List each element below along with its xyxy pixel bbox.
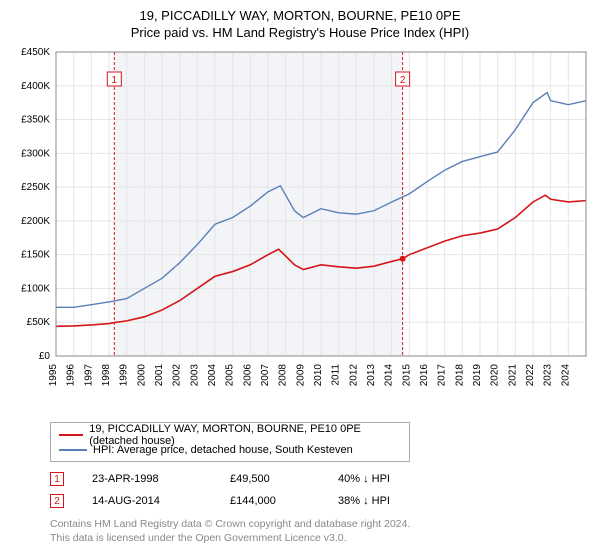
legend-item: 19, PICCADILLY WAY, MORTON, BOURNE, PE10… bbox=[59, 427, 401, 442]
svg-text:£400K: £400K bbox=[21, 81, 50, 92]
legend: 19, PICCADILLY WAY, MORTON, BOURNE, PE10… bbox=[50, 422, 410, 462]
svg-text:2013: 2013 bbox=[366, 364, 377, 387]
svg-text:£450K: £450K bbox=[21, 47, 50, 58]
svg-text:2018: 2018 bbox=[454, 364, 465, 387]
svg-text:2019: 2019 bbox=[472, 364, 483, 387]
svg-text:2006: 2006 bbox=[242, 364, 253, 387]
svg-text:1: 1 bbox=[112, 75, 118, 86]
footer-attribution: Contains HM Land Registry data © Crown c… bbox=[50, 518, 592, 545]
svg-text:2004: 2004 bbox=[207, 364, 218, 387]
svg-text:£50K: £50K bbox=[27, 317, 51, 328]
event-marker: 2 bbox=[50, 494, 64, 508]
svg-text:2017: 2017 bbox=[437, 364, 448, 387]
svg-text:1997: 1997 bbox=[83, 364, 94, 387]
svg-text:2021: 2021 bbox=[507, 364, 518, 387]
svg-text:2024: 2024 bbox=[560, 364, 571, 387]
svg-text:2007: 2007 bbox=[260, 364, 271, 387]
footer-line-1: Contains HM Land Registry data © Crown c… bbox=[50, 518, 592, 532]
svg-text:£0: £0 bbox=[39, 351, 51, 362]
svg-text:2002: 2002 bbox=[172, 364, 183, 387]
svg-text:£250K: £250K bbox=[21, 182, 50, 193]
svg-text:2023: 2023 bbox=[543, 364, 554, 387]
event-row: 1 23-APR-1998 £49,500 40% ↓ HPI bbox=[50, 468, 592, 490]
svg-text:2: 2 bbox=[400, 75, 406, 86]
legend-swatch bbox=[59, 449, 87, 451]
chart-container: 19, PICCADILLY WAY, MORTON, BOURNE, PE10… bbox=[8, 8, 592, 545]
svg-text:1996: 1996 bbox=[66, 364, 77, 387]
svg-text:2020: 2020 bbox=[490, 364, 501, 387]
footer-line-2: This data is licensed under the Open Gov… bbox=[50, 532, 592, 546]
line-chart-svg: £0 £50K £100K £150K £200K £250K £300K £350K £400… bbox=[8, 46, 592, 416]
legend-swatch bbox=[59, 434, 83, 436]
title-line-2: Price paid vs. HM Land Registry's House … bbox=[8, 25, 592, 40]
svg-text:£100K: £100K bbox=[21, 283, 50, 294]
svg-text:2009: 2009 bbox=[295, 364, 306, 387]
chart-plot: £0 £50K £100K £150K £200K £250K £300K £350K £400… bbox=[8, 46, 592, 416]
event-price: £49,500 bbox=[230, 473, 310, 485]
event-marker: 1 bbox=[50, 472, 64, 486]
svg-text:2016: 2016 bbox=[419, 364, 430, 387]
svg-text:1999: 1999 bbox=[119, 364, 130, 387]
event-date: 14-AUG-2014 bbox=[92, 495, 202, 507]
svg-text:2000: 2000 bbox=[136, 364, 147, 387]
svg-text:1995: 1995 bbox=[48, 364, 59, 387]
svg-text:£300K: £300K bbox=[21, 148, 50, 159]
svg-text:2010: 2010 bbox=[313, 364, 324, 387]
svg-text:2022: 2022 bbox=[525, 364, 536, 387]
svg-text:£150K: £150K bbox=[21, 250, 50, 261]
legend-label: HPI: Average price, detached house, Sout… bbox=[93, 444, 353, 456]
legend-item: HPI: Average price, detached house, Sout… bbox=[59, 442, 401, 457]
event-delta: 40% ↓ HPI bbox=[338, 473, 390, 485]
svg-text:2015: 2015 bbox=[401, 364, 412, 387]
event-list: 1 23-APR-1998 £49,500 40% ↓ HPI 2 14-AUG-2014… bbox=[50, 468, 592, 512]
svg-text:2014: 2014 bbox=[384, 364, 395, 387]
event-date: 23-APR-1998 bbox=[92, 473, 202, 485]
svg-text:1998: 1998 bbox=[101, 364, 112, 387]
svg-text:2003: 2003 bbox=[189, 364, 200, 387]
svg-text:2001: 2001 bbox=[154, 364, 165, 387]
svg-text:2008: 2008 bbox=[278, 364, 289, 387]
svg-text:£200K: £200K bbox=[21, 216, 50, 227]
title-line-1: 19, PICCADILLY WAY, MORTON, BOURNE, PE10… bbox=[8, 8, 592, 23]
event-delta: 38% ↓ HPI bbox=[338, 495, 390, 507]
svg-text:2012: 2012 bbox=[348, 364, 359, 387]
event-price: £144,000 bbox=[230, 495, 310, 507]
event-row: 2 14-AUG-2014 £144,000 38% ↓ HPI bbox=[50, 490, 592, 512]
svg-text:£350K: £350K bbox=[21, 115, 50, 126]
svg-text:2011: 2011 bbox=[331, 364, 342, 386]
svg-text:2005: 2005 bbox=[225, 364, 236, 387]
